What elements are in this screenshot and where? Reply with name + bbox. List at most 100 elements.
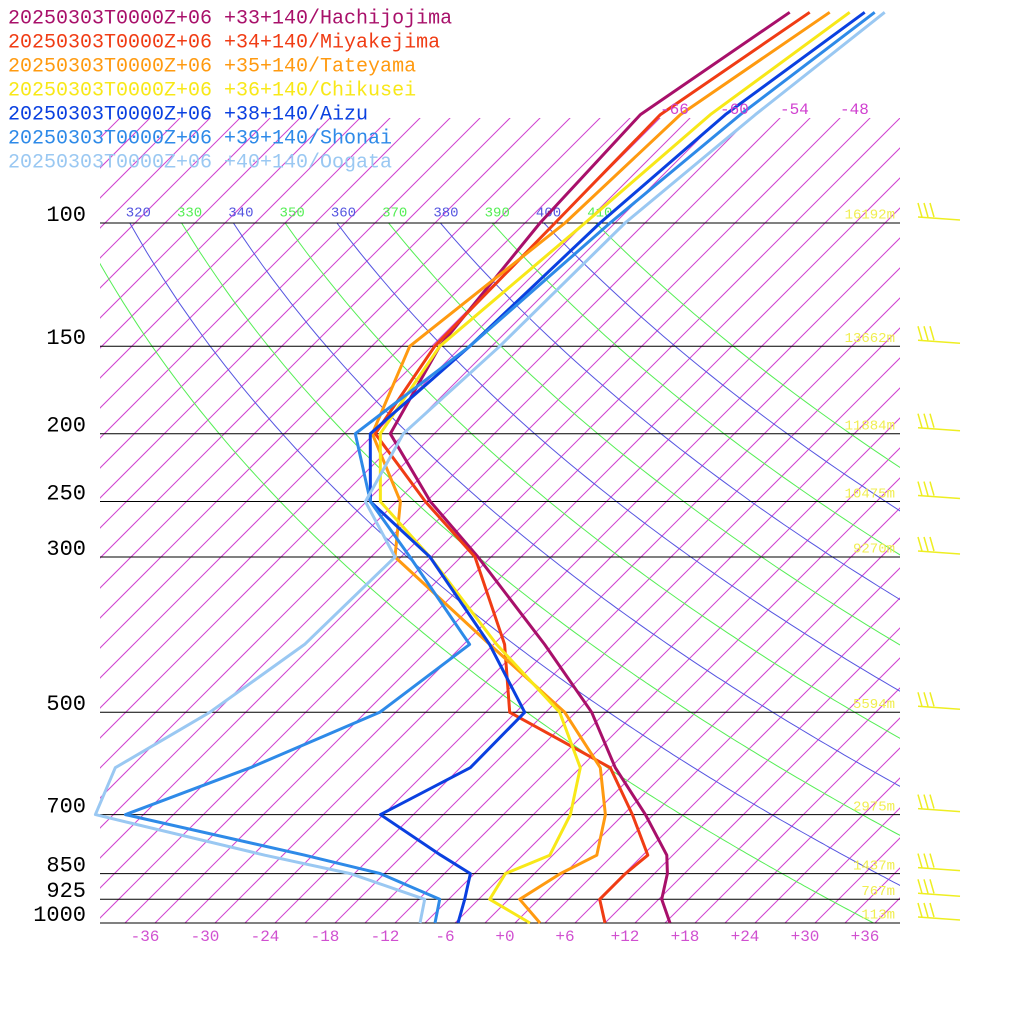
legend-entry: 20250303T0000Z+06 +36+140/Chikusei [8, 79, 416, 102]
y-tick-label: 925 [46, 879, 86, 904]
dry-adiabat [543, 223, 900, 512]
x-tick-label: +18 [671, 928, 700, 946]
wind-barb [917, 413, 961, 432]
profile-line [378, 11, 851, 925]
isotherm [100, 118, 511, 529]
profile-line [123, 11, 876, 924]
dry-adiabat-label: 380 [433, 206, 458, 222]
isotherm [694, 717, 900, 923]
isotherm [100, 118, 271, 289]
isotherm [100, 118, 331, 349]
dry-adiabat [439, 223, 900, 601]
x-tick-label: -30 [191, 928, 220, 946]
isotherm [394, 417, 900, 923]
isotherm [100, 118, 481, 499]
x-tick-label: -12 [371, 928, 400, 946]
isotherm [100, 118, 421, 439]
x-tick-label: -18 [311, 928, 340, 946]
wind-barb [917, 202, 961, 221]
height-label: 1437m [853, 858, 895, 874]
dry-adiabat [284, 223, 900, 739]
isotherm [244, 267, 900, 923]
wind-barb [917, 692, 961, 711]
dry-adiabat-labels: 310 320 330 340 350 360 370 380 390 400 410 [126, 206, 613, 222]
wind-barb [917, 481, 961, 500]
y-tick-label: 100 [46, 203, 86, 228]
x-tick-label: +6 [555, 928, 574, 946]
isotherm [634, 657, 900, 923]
dry-adiabat-label: 350 [280, 206, 305, 222]
isotherm [574, 597, 900, 923]
dry-adiabat-label: 390 [485, 206, 510, 222]
isotherm [604, 627, 900, 923]
isotherm [724, 747, 900, 923]
profile-line [368, 11, 866, 924]
x-tick-label: +12 [611, 928, 640, 946]
isotherm [214, 237, 900, 923]
dry-adiabat-label: 340 [228, 206, 253, 222]
isotherm [484, 507, 900, 923]
dry-adiabat [232, 223, 900, 787]
isotherm [905, 23, 1024, 923]
isotherm [664, 687, 900, 923]
dry-adiabat [129, 223, 900, 887]
wind-barb [917, 794, 961, 813]
isotherm [100, 118, 601, 619]
x-tick-label: +30 [791, 928, 820, 946]
isotherm [544, 567, 900, 923]
isotherm [124, 147, 900, 923]
legend-entry: 20250303T0000Z+06 +34+140/Miyakejima [8, 31, 440, 54]
y-tick-label: 250 [46, 481, 86, 506]
isotherm [364, 387, 900, 923]
profiles [93, 11, 886, 925]
isotherm [100, 118, 241, 259]
x-tick-label: -6 [435, 928, 454, 946]
isotherm [154, 177, 900, 923]
height-label: 9270m [853, 542, 895, 558]
dry-adiabat [181, 223, 900, 836]
legend-entry: 20250303T0000Z+06 +40+140/Oogata [8, 151, 392, 174]
dry-adiabat [491, 223, 900, 556]
height-label: 5594m [853, 697, 895, 713]
isotherm [184, 207, 900, 923]
isotherm-label: -48 [840, 101, 869, 119]
y-tick-label: 200 [46, 414, 86, 439]
height-label: 11884m [845, 418, 895, 434]
isotherm [965, 23, 1024, 923]
isotherm [100, 118, 571, 589]
isotherm [844, 867, 900, 923]
isotherm [100, 118, 391, 409]
isotherm [334, 357, 900, 923]
dry-adiabat-label: 360 [331, 206, 356, 222]
isotherm [100, 118, 541, 559]
legend-entry: 20250303T0000Z+06 +35+140/Tateyama [8, 55, 416, 78]
x-tick-label: +36 [851, 928, 880, 946]
isotherm [100, 118, 211, 229]
y-tick-label: 850 [46, 853, 86, 878]
height-label: 2975m [853, 799, 895, 815]
legend-entry: 20250303T0000Z+06 +39+140/Shonai [8, 127, 392, 150]
y-tick-label: 150 [46, 326, 86, 351]
isotherm [514, 537, 900, 923]
isotherm [784, 807, 900, 923]
wind-barb [917, 879, 961, 898]
isotherm [100, 118, 781, 799]
isotherm [100, 118, 361, 379]
isotherm [100, 118, 900, 919]
profile-line [373, 11, 811, 924]
labels: -66 -60 -54 -48 100 16192m 150 13662m 200 11884m 2… [8, 7, 895, 946]
dry-adiabat [387, 223, 900, 646]
profile-line [93, 11, 886, 924]
wind-barb [917, 853, 961, 872]
dry-adiabat-label: 330 [177, 206, 202, 222]
y-tick-label: 300 [46, 537, 86, 562]
dry-adiabats [100, 223, 900, 923]
profile-line [388, 11, 791, 924]
dry-adiabat [336, 223, 900, 692]
isotherm [874, 897, 900, 923]
isotherm [814, 837, 900, 923]
y-tick-label: 500 [46, 692, 86, 717]
height-label: 113m [861, 908, 895, 924]
isotherm [100, 118, 691, 709]
